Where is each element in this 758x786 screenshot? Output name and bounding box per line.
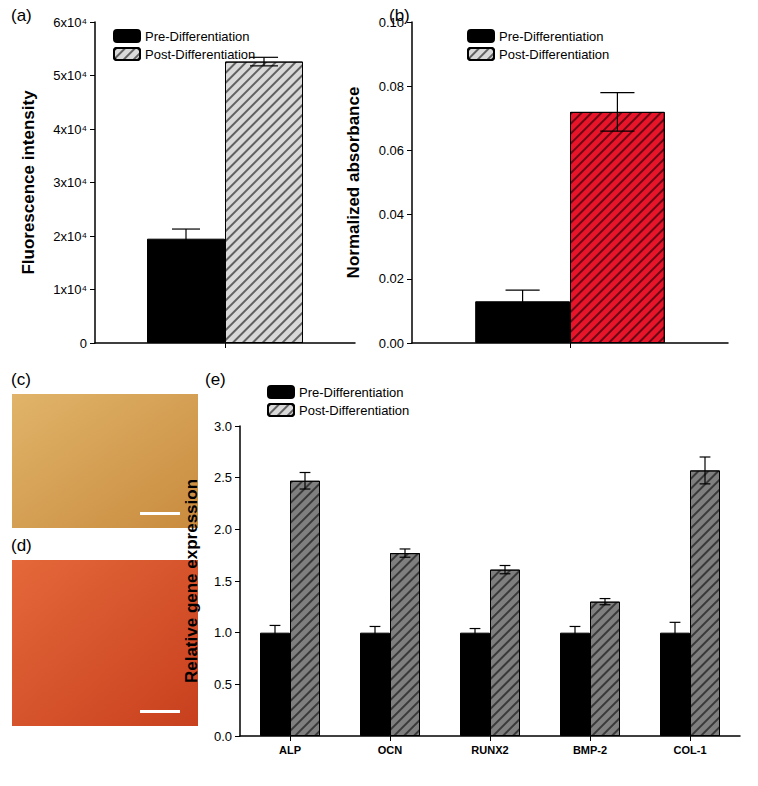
svg-text:2.0: 2.0 bbox=[214, 522, 232, 537]
svg-text:3x10⁴: 3x10⁴ bbox=[53, 175, 87, 190]
svg-text:Fluorescence intensity: Fluorescence intensity bbox=[19, 90, 38, 275]
svg-text:2x10⁴: 2x10⁴ bbox=[53, 229, 87, 244]
svg-text:RUNX2: RUNX2 bbox=[471, 744, 508, 756]
svg-text:0.02: 0.02 bbox=[379, 271, 404, 286]
svg-text:3.0: 3.0 bbox=[214, 419, 232, 434]
svg-text:Pre-Differentiation: Pre-Differentiation bbox=[499, 29, 604, 44]
svg-text:ALP: ALP bbox=[279, 744, 301, 756]
svg-text:1.0: 1.0 bbox=[214, 625, 232, 640]
svg-text:4x10⁴: 4x10⁴ bbox=[53, 122, 87, 137]
svg-text:0.5: 0.5 bbox=[214, 677, 232, 692]
svg-text:0.00: 0.00 bbox=[379, 336, 404, 351]
svg-text:Post-Differentiation: Post-Differentiation bbox=[499, 47, 609, 62]
svg-text:5x10⁴: 5x10⁴ bbox=[53, 68, 87, 83]
svg-text:2.5: 2.5 bbox=[214, 470, 232, 485]
svg-text:6x10⁴: 6x10⁴ bbox=[53, 15, 87, 30]
svg-text:(c): (c) bbox=[11, 370, 31, 389]
svg-text:Normalized absorbance: Normalized absorbance bbox=[344, 87, 363, 279]
svg-text:(e): (e) bbox=[205, 370, 226, 389]
svg-text:Post-Differentiation: Post-Differentiation bbox=[145, 47, 255, 62]
svg-text:COL-1: COL-1 bbox=[674, 744, 707, 756]
svg-text:0.06: 0.06 bbox=[379, 143, 404, 158]
svg-text:1.5: 1.5 bbox=[214, 574, 232, 589]
svg-text:Pre-Differentiation: Pre-Differentiation bbox=[145, 29, 250, 44]
svg-text:0.0: 0.0 bbox=[214, 729, 232, 744]
svg-text:BMP-2: BMP-2 bbox=[573, 744, 607, 756]
svg-text:Post-Differentiation: Post-Differentiation bbox=[299, 403, 409, 418]
svg-text:(b): (b) bbox=[389, 6, 410, 25]
svg-text:Relative gene expression: Relative gene expression bbox=[182, 479, 201, 683]
svg-text:OCN: OCN bbox=[378, 744, 403, 756]
svg-text:0: 0 bbox=[80, 336, 87, 351]
svg-text:1x10⁴: 1x10⁴ bbox=[53, 282, 87, 297]
svg-text:0.08: 0.08 bbox=[379, 79, 404, 94]
svg-text:(a): (a) bbox=[11, 6, 32, 25]
svg-text:0.04: 0.04 bbox=[379, 207, 404, 222]
svg-text:(d): (d) bbox=[11, 536, 32, 555]
svg-text:Pre-Differentiation: Pre-Differentiation bbox=[299, 385, 404, 400]
